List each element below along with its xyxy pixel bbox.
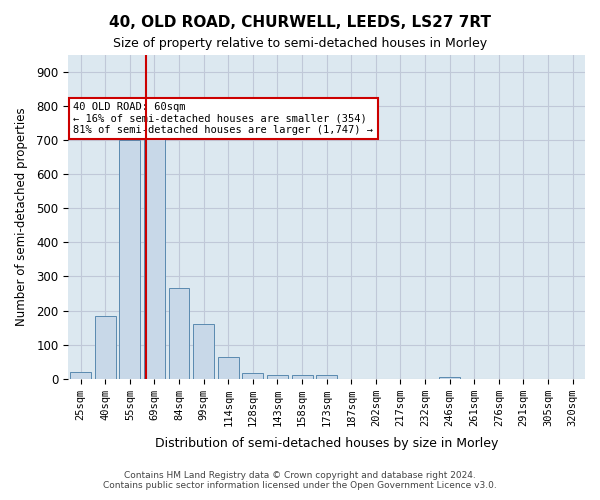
Text: 40, OLD ROAD, CHURWELL, LEEDS, LS27 7RT: 40, OLD ROAD, CHURWELL, LEEDS, LS27 7RT — [109, 15, 491, 30]
Bar — [218, 356, 239, 378]
Bar — [70, 372, 91, 378]
Bar — [439, 377, 460, 378]
Text: 40 OLD ROAD: 60sqm
← 16% of semi-detached houses are smaller (354)
81% of semi-d: 40 OLD ROAD: 60sqm ← 16% of semi-detache… — [73, 102, 373, 135]
Bar — [95, 316, 116, 378]
Bar — [169, 288, 190, 378]
Bar — [292, 376, 313, 378]
X-axis label: Distribution of semi-detached houses by size in Morley: Distribution of semi-detached houses by … — [155, 437, 499, 450]
Bar — [193, 324, 214, 378]
Bar — [267, 374, 288, 378]
Bar — [119, 140, 140, 378]
Bar — [316, 376, 337, 378]
Text: Size of property relative to semi-detached houses in Morley: Size of property relative to semi-detach… — [113, 38, 487, 51]
Bar — [242, 372, 263, 378]
Bar — [144, 130, 165, 378]
Text: Contains HM Land Registry data © Crown copyright and database right 2024.
Contai: Contains HM Land Registry data © Crown c… — [103, 470, 497, 490]
Y-axis label: Number of semi-detached properties: Number of semi-detached properties — [15, 108, 28, 326]
